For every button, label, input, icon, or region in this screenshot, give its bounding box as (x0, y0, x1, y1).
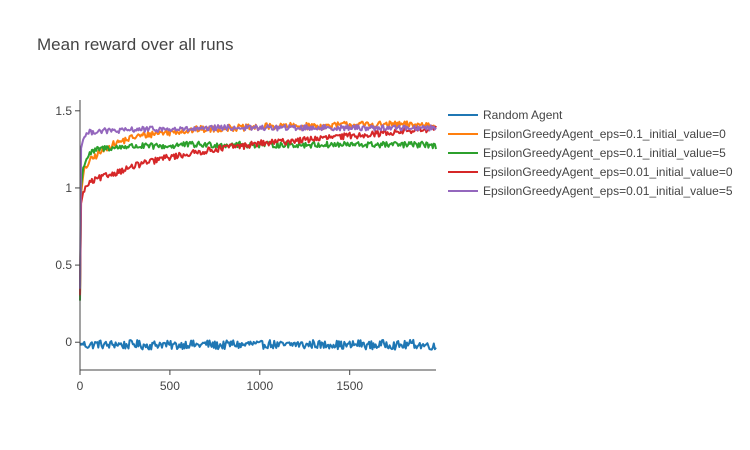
series-line-3 (79, 125, 437, 296)
legend-item[interactable]: EpsilonGreedyAgent_eps=0.1_initial_value… (448, 146, 726, 160)
y-tick-label: 1 (65, 181, 72, 195)
x-tick-label: 500 (160, 379, 180, 393)
y-tick-label: 1.5 (55, 104, 72, 118)
legend-label: EpsilonGreedyAgent_eps=0.01_initial_valu… (483, 165, 733, 179)
legend-item[interactable]: EpsilonGreedyAgent_eps=0.01_initial_valu… (448, 184, 733, 198)
legend-item[interactable]: Random Agent (448, 108, 563, 122)
x-tick-label: 1000 (246, 379, 273, 393)
legend-label: Random Agent (483, 108, 563, 122)
legend-item[interactable]: EpsilonGreedyAgent_eps=0.1_initial_value… (448, 127, 726, 141)
legend-label: EpsilonGreedyAgent_eps=0.01_initial_valu… (483, 184, 733, 198)
plot-area (79, 120, 437, 351)
y-tick-label: 0 (65, 335, 72, 349)
legend-item[interactable]: EpsilonGreedyAgent_eps=0.01_initial_valu… (448, 165, 733, 179)
axes: 0 0.5 1 1.5 0 500 1000 1500 (55, 100, 436, 393)
legend-label: EpsilonGreedyAgent_eps=0.1_initial_value… (483, 127, 726, 141)
y-tick-label: 0.5 (55, 258, 72, 272)
x-tick-label: 0 (77, 379, 84, 393)
legend-label: EpsilonGreedyAgent_eps=0.1_initial_value… (483, 146, 726, 160)
series-line-2 (79, 140, 437, 301)
series-line-4 (79, 124, 437, 289)
series-line-0 (79, 338, 437, 351)
x-tick-label: 1500 (336, 379, 363, 393)
chart-title: Mean reward over all runs (37, 35, 234, 54)
legend: Random Agent EpsilonGreedyAgent_eps=0.1_i… (448, 108, 733, 198)
